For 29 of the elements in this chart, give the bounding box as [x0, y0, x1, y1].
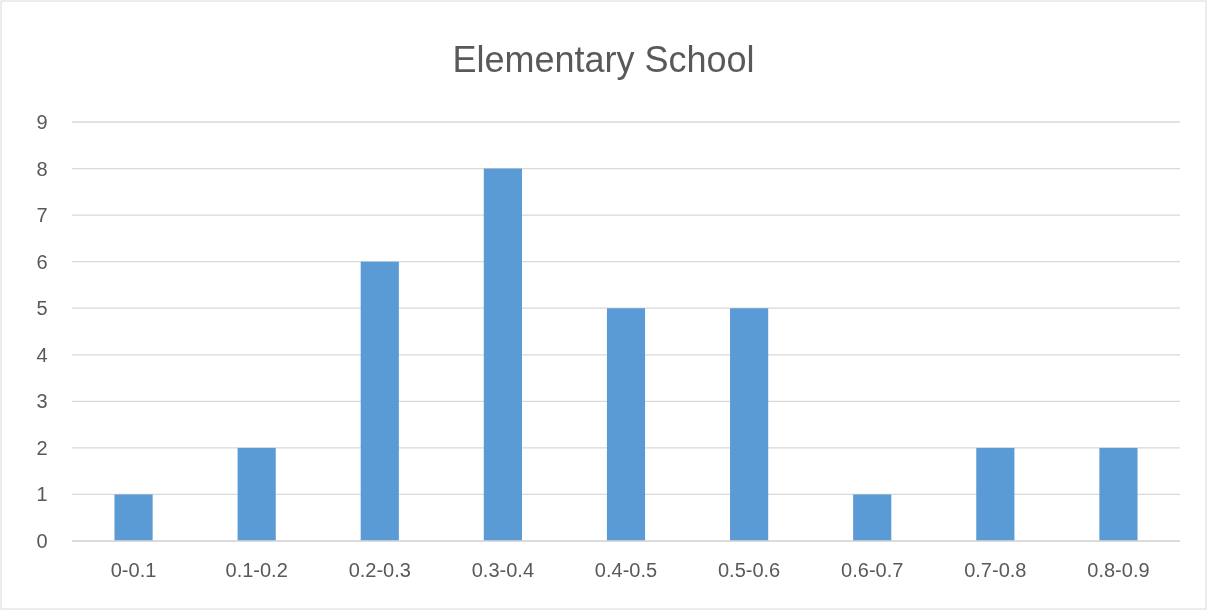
bar — [114, 494, 153, 541]
bar — [237, 447, 276, 541]
y-tick-label: 4 — [36, 343, 48, 366]
x-tick-label: 0.7-0.8 — [964, 559, 1027, 581]
y-tick-label: 0 — [36, 530, 48, 552]
x-tick-label: 0.2-0.3 — [348, 559, 411, 581]
bar — [730, 308, 769, 541]
y-tick-label: 3 — [36, 390, 48, 413]
y-tick-label: 5 — [36, 297, 48, 320]
y-tick-label: 2 — [36, 436, 48, 459]
bar — [976, 447, 1015, 541]
x-tick-label: 0.1-0.2 — [225, 559, 288, 581]
x-tick-label: 0.4-0.5 — [594, 559, 658, 581]
bar — [853, 494, 892, 541]
y-tick-label: 6 — [36, 250, 48, 273]
x-tick-label: 0.5-0.6 — [717, 559, 781, 581]
y-tick-label: 9 — [36, 111, 48, 133]
bar — [606, 308, 646, 541]
x-tick-label: 0-0.1 — [110, 559, 157, 581]
y-tick-label: 1 — [36, 483, 48, 506]
bar — [1099, 447, 1138, 541]
x-tick-label: 0.8-0.9 — [1087, 559, 1150, 581]
x-tick-label: 0.6-0.7 — [841, 559, 904, 581]
bar — [483, 168, 522, 541]
bar — [360, 261, 399, 541]
y-tick-label: 8 — [36, 157, 48, 180]
chart-title: Elementary School — [452, 39, 755, 80]
y-tick-label: 7 — [36, 204, 48, 227]
x-tick-label: 0.3-0.4 — [471, 559, 535, 581]
